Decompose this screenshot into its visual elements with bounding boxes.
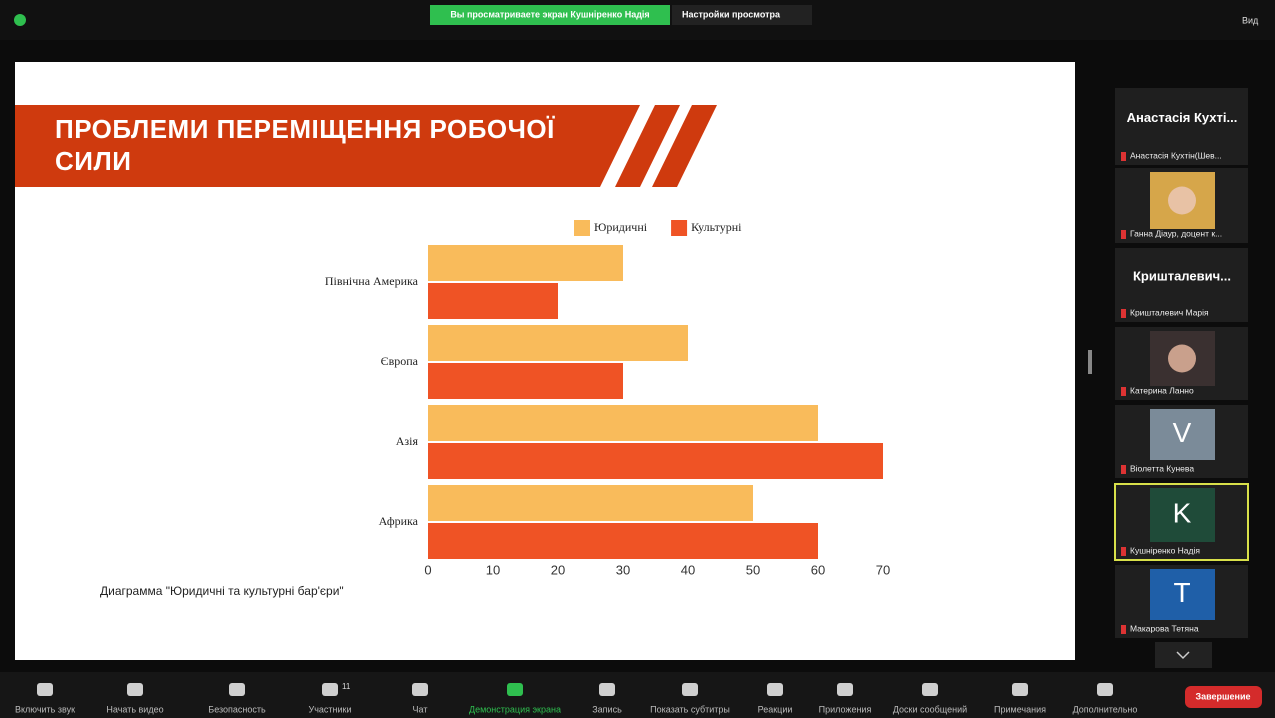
mute-icon [1121,387,1126,396]
toolbar-label[interactable]: Включить звук [15,704,75,714]
toolbar-label[interactable]: Чат [413,704,428,714]
legend-label: Юридичні [594,220,648,234]
mute-icon [1121,625,1126,634]
toolbar-icon[interactable] [767,683,783,696]
mute-icon [1121,465,1126,474]
slide-title: ПРОБЛЕМИ ПЕРЕМІЩЕННЯ РОБОЧОЇ СИЛИ [55,113,585,177]
x-tick-label: 70 [876,562,890,577]
x-tick-label: 0 [424,562,431,577]
participant-heading: Анастасія Кухті... [1127,110,1238,125]
view-button[interactable]: Вид [1242,15,1259,25]
splitter[interactable] [1088,350,1092,374]
face [1168,345,1196,373]
toolbar-icon[interactable] [922,683,938,696]
toolbar-label[interactable]: Демонстрация экрана [469,704,561,714]
bar [428,405,818,441]
x-tick-label: 10 [486,562,500,577]
participant-name: Ганна Діаур, доцент к... [1130,228,1222,238]
toolbar-icon[interactable] [37,683,53,696]
avatar-letter: K [1173,497,1192,528]
bar [428,523,818,559]
toolbar-icon[interactable] [837,683,853,696]
y-tick-label: Азія [396,434,419,448]
participant-name: Макарова Тетяна [1130,623,1199,633]
bar [428,363,623,399]
toolbar-label[interactable]: Примечания [994,704,1046,714]
scroll-down[interactable] [1155,642,1212,668]
mute-icon [1121,230,1126,239]
toolbar-label[interactable]: Доски сообщений [893,704,967,714]
avatar-letter: T [1173,577,1190,608]
toolbar-label[interactable]: Начать видео [106,704,163,714]
toolbar-label[interactable]: Показать субтитры [650,704,730,714]
toolbar-label[interactable]: Реакции [758,704,793,714]
legend-swatch [574,220,590,236]
participant-name: Анастасія Кухтін(Шев... [1130,150,1222,160]
toolbar-label[interactable]: Приложения [819,704,872,714]
chart-caption: Диаграмма "Юридичні та культурні бар'єри… [100,584,344,598]
mute-icon [1121,152,1126,161]
participant-heading: Кришталевич... [1133,268,1231,283]
face [1168,187,1196,215]
bar [428,443,883,479]
mute-icon [1121,547,1126,556]
toolbar-icon[interactable] [127,683,143,696]
canvas: Вы просматриваете экран Кушніренко Надія… [0,0,1275,718]
x-tick-label: 20 [551,562,565,577]
participant-name: Катерина Ланно [1130,385,1194,395]
toolbar-label[interactable]: Запись [592,704,622,714]
y-tick-label: Європа [381,354,419,368]
x-tick-label: 60 [811,562,825,577]
x-tick-label: 50 [746,562,760,577]
toolbar-icon[interactable] [322,683,338,696]
legend-swatch [671,220,687,236]
y-tick-label: Північна Америка [325,274,419,288]
toolbar-icon[interactable] [682,683,698,696]
participant-name: Кришталевич Марія [1130,307,1209,317]
bar [428,485,753,521]
participant-name: Кушніренко Надія [1130,545,1200,555]
toolbar-label[interactable]: Безопасность [208,704,266,714]
security-icon [14,14,26,26]
zoom-window: Вы просматриваете экран Кушніренко Надія… [0,0,1275,718]
toolbar-icon[interactable] [599,683,615,696]
participants-count: 11 [342,682,351,691]
bar [428,245,623,281]
bar [428,283,558,319]
bar [428,325,688,361]
end-button-text[interactable]: Завершение [1195,691,1250,701]
toolbar-icon[interactable] [507,683,523,696]
toolbar-icon[interactable] [1012,683,1028,696]
view-settings-text[interactable]: Настройки просмотра [682,9,781,19]
toolbar-icon[interactable] [229,683,245,696]
banner-text: Вы просматриваете экран Кушніренко Надія [450,9,649,19]
x-tick-label: 30 [616,562,630,577]
avatar-letter: V [1173,417,1192,448]
mute-icon [1121,309,1126,318]
toolbar-label[interactable]: Дополнительно [1073,704,1138,714]
legend-label: Культурні [691,220,742,234]
x-tick-label: 40 [681,562,695,577]
participant-name: Віолетта Кунева [1130,463,1194,473]
y-tick-label: Африка [379,514,419,528]
toolbar-label[interactable]: Участники [309,704,352,714]
toolbar-icon[interactable] [412,683,428,696]
toolbar-icon[interactable] [1097,683,1113,696]
